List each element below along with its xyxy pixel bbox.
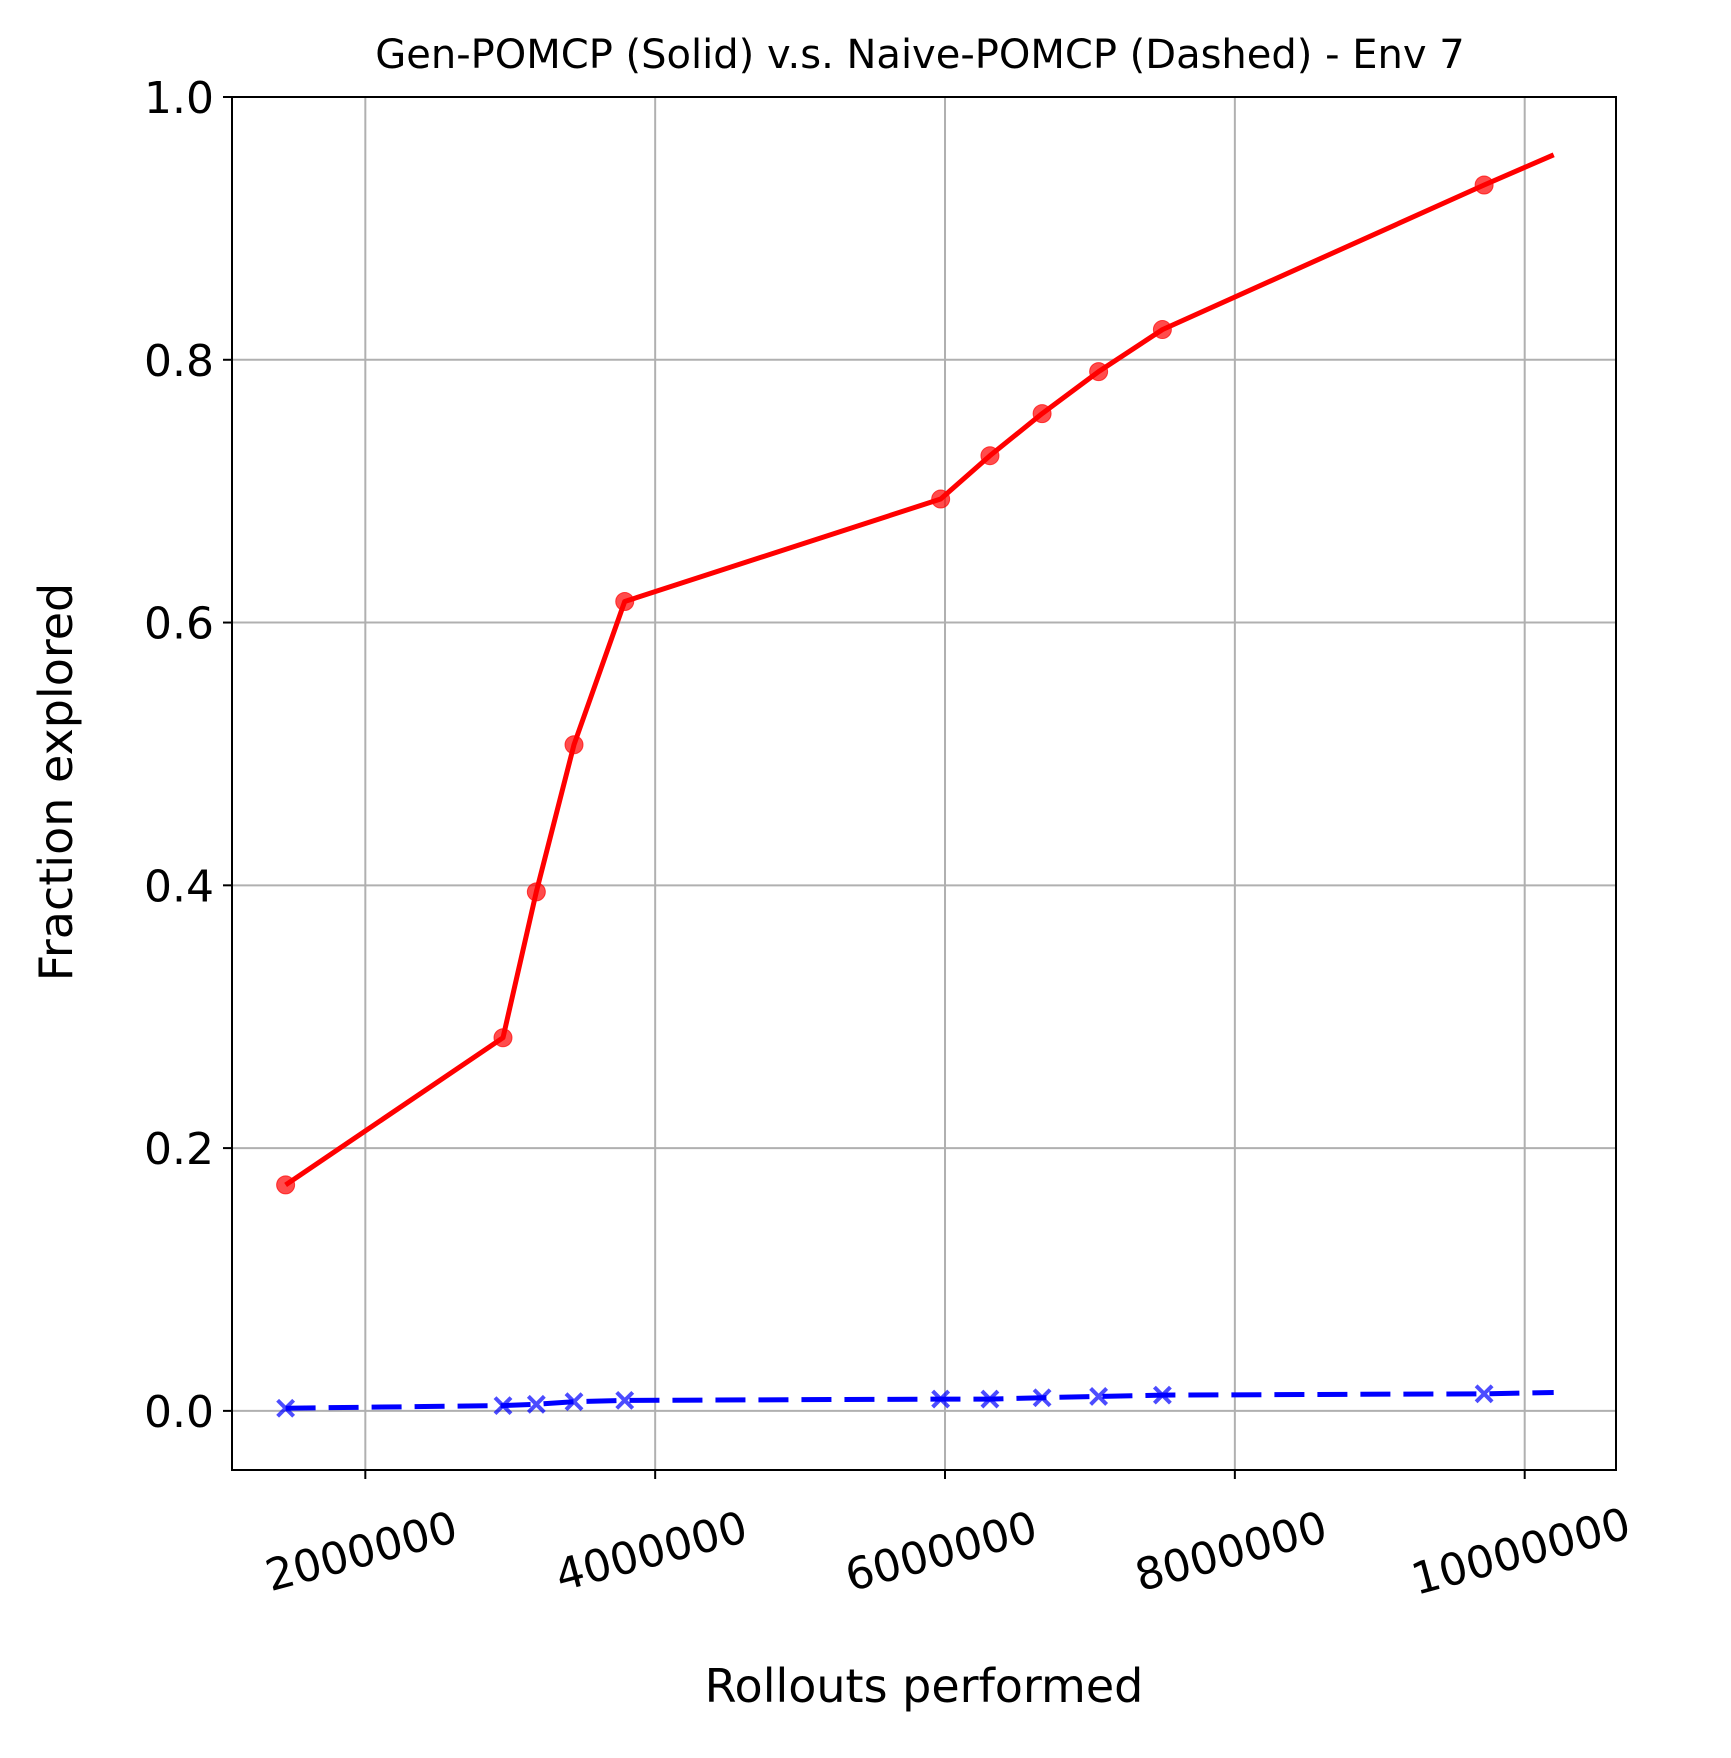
series-1-point <box>526 1394 546 1414</box>
series-0-point <box>1474 175 1494 195</box>
series-0-point <box>564 735 584 755</box>
series-0-point <box>931 489 951 509</box>
plot-area-frame <box>231 96 1617 1471</box>
series-0-point <box>615 592 635 612</box>
y-tick-label: 1.0 <box>144 73 214 124</box>
series-1-point <box>493 1396 513 1416</box>
y-tick-label: 0.0 <box>144 1387 214 1438</box>
chart-title: Gen-POMCP (Solid) v.s. Naive-POMCP (Dash… <box>375 32 1464 78</box>
series-1-line <box>285 1390 1554 1411</box>
series-0-point <box>276 1175 296 1195</box>
series-1-point <box>1089 1387 1109 1406</box>
y-tick-label: 0.8 <box>144 336 214 387</box>
series-1-point <box>1474 1384 1494 1404</box>
x-axis-label: Rollouts performed <box>705 1659 1144 1713</box>
series-0-point <box>1089 362 1109 382</box>
y-axis: 0.0 0.2 0.4 0.6 0.8 1.0 <box>144 73 232 1438</box>
y-tick-label: 0.4 <box>144 861 214 912</box>
series-0-point <box>1032 404 1052 424</box>
series-1-point <box>564 1392 584 1412</box>
y-axis-label: Fraction explored <box>29 583 83 981</box>
series-0-point <box>980 446 1000 466</box>
series-1-point <box>276 1398 296 1418</box>
series-1-point <box>1032 1388 1052 1408</box>
y-tick-label: 0.2 <box>144 1124 214 1175</box>
series-1-point <box>615 1390 635 1410</box>
series-1-point <box>1152 1385 1172 1405</box>
series-1-point <box>980 1389 1000 1409</box>
series-0-line <box>284 152 1555 1187</box>
series-0-point <box>493 1028 513 1048</box>
data-series <box>276 152 1555 1418</box>
y-tick-label: 0.6 <box>144 599 214 650</box>
series-1-point <box>931 1389 951 1409</box>
series-0-point <box>526 882 546 902</box>
series-0-point <box>1152 320 1172 340</box>
